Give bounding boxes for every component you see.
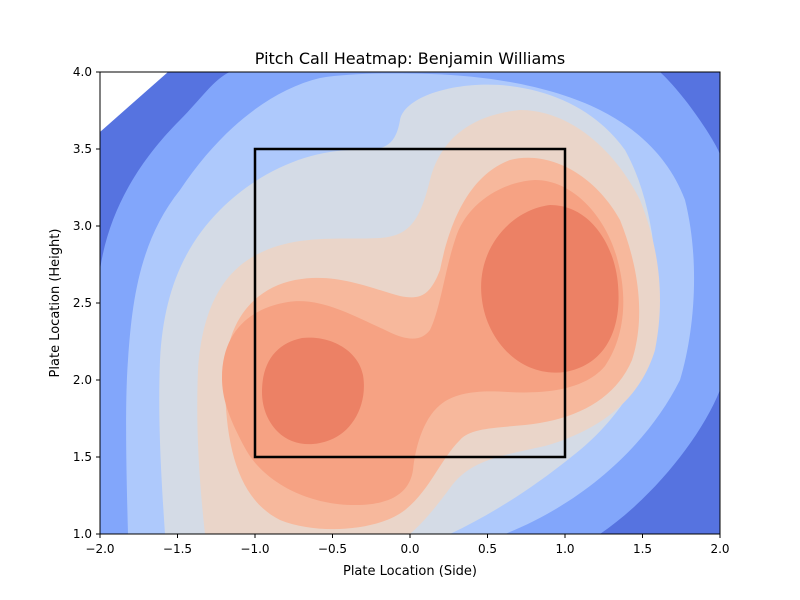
y-tick-label: 3.5 xyxy=(73,142,92,156)
x-tick-label: −0.5 xyxy=(318,542,347,556)
y-tick-label: 3.0 xyxy=(73,219,92,233)
chart-title: Pitch Call Heatmap: Benjamin Williams xyxy=(255,49,565,68)
x-tick-label: 1.0 xyxy=(555,542,574,556)
x-axis-label: Plate Location (Side) xyxy=(343,564,477,579)
density-contours xyxy=(100,72,720,534)
x-tick-label: 1.5 xyxy=(633,542,652,556)
x-tick-label: −1.5 xyxy=(163,542,192,556)
x-tick-label: −1.0 xyxy=(240,542,269,556)
x-tick-label: 2.0 xyxy=(710,542,729,556)
contour-band-8 xyxy=(262,205,619,445)
y-tick-label: 1.5 xyxy=(73,450,92,464)
y-tick-label: 2.0 xyxy=(73,373,92,387)
x-axis-ticks: −2.0 −1.5 −1.0 −0.5 0.0 0.5 1.0 1.5 2.0 xyxy=(85,534,730,556)
y-axis-label: Plate Location (Height) xyxy=(48,229,63,378)
strike-zone xyxy=(253,147,567,459)
x-tick-label: 0.5 xyxy=(478,542,497,556)
x-tick-label: −2.0 xyxy=(85,542,114,556)
y-tick-label: 2.5 xyxy=(73,296,92,310)
y-tick-label: 4.0 xyxy=(73,65,92,79)
x-tick-label: 0.0 xyxy=(400,542,419,556)
y-tick-label: 1.0 xyxy=(73,527,92,541)
plot-area xyxy=(100,72,720,534)
y-axis-ticks: 1.0 1.5 2.0 2.5 3.0 3.5 4.0 xyxy=(73,65,100,541)
